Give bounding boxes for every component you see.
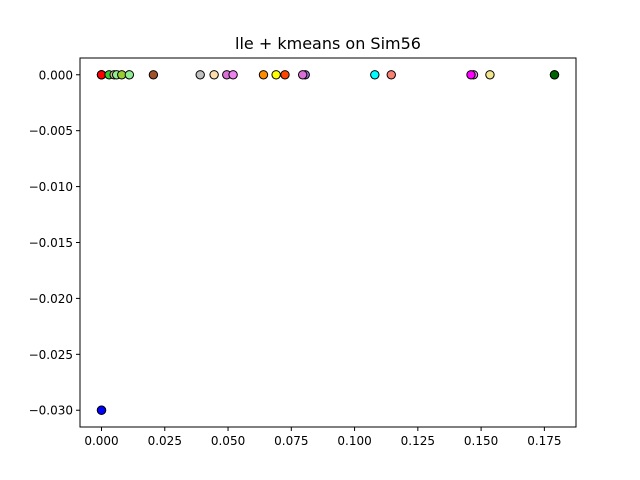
y-tick-label: −0.010 [29,180,73,194]
y-tick-label: −0.020 [29,292,73,306]
x-tick-label: 0.100 [337,434,371,448]
x-tick-label: 0.025 [148,434,182,448]
data-point [370,70,380,80]
data-point [195,70,205,80]
x-tick-label: 0.175 [527,434,561,448]
data-point [280,70,290,80]
data-point [96,405,107,415]
x-tick-label: 0.150 [464,434,498,448]
data-point [386,70,396,80]
data-point [148,70,159,80]
y-tick-label: 0.000 [39,68,73,82]
data-points [96,70,560,415]
data-point [271,70,281,80]
plot-area-frame [79,57,577,428]
y-tick-label: −0.025 [29,348,73,362]
chart-title: lle + kmeans on Sim56 [235,34,421,53]
y-tick-label: −0.015 [29,236,73,250]
data-point [297,70,308,80]
data-point [485,70,495,80]
data-point [209,70,219,80]
x-axis-ticks: 0.000 0.025 0.050 0.075 0.100 0.125 0.150 0.175 [84,427,562,448]
x-tick-label: 0.000 [84,434,118,448]
data-point [124,70,135,80]
data-point [549,70,560,80]
data-point [466,70,476,80]
y-tick-label: −0.005 [29,124,73,138]
x-tick-label: 0.125 [401,434,435,448]
x-tick-label: 0.050 [211,434,245,448]
x-tick-label: 0.075 [274,434,308,448]
data-point [258,70,269,80]
y-axis-ticks: 0.000 −0.005 −0.010 −0.015 −0.020 −0.025 −0.03… [29,68,80,418]
data-point [228,70,238,80]
y-tick-label: −0.030 [29,404,73,418]
